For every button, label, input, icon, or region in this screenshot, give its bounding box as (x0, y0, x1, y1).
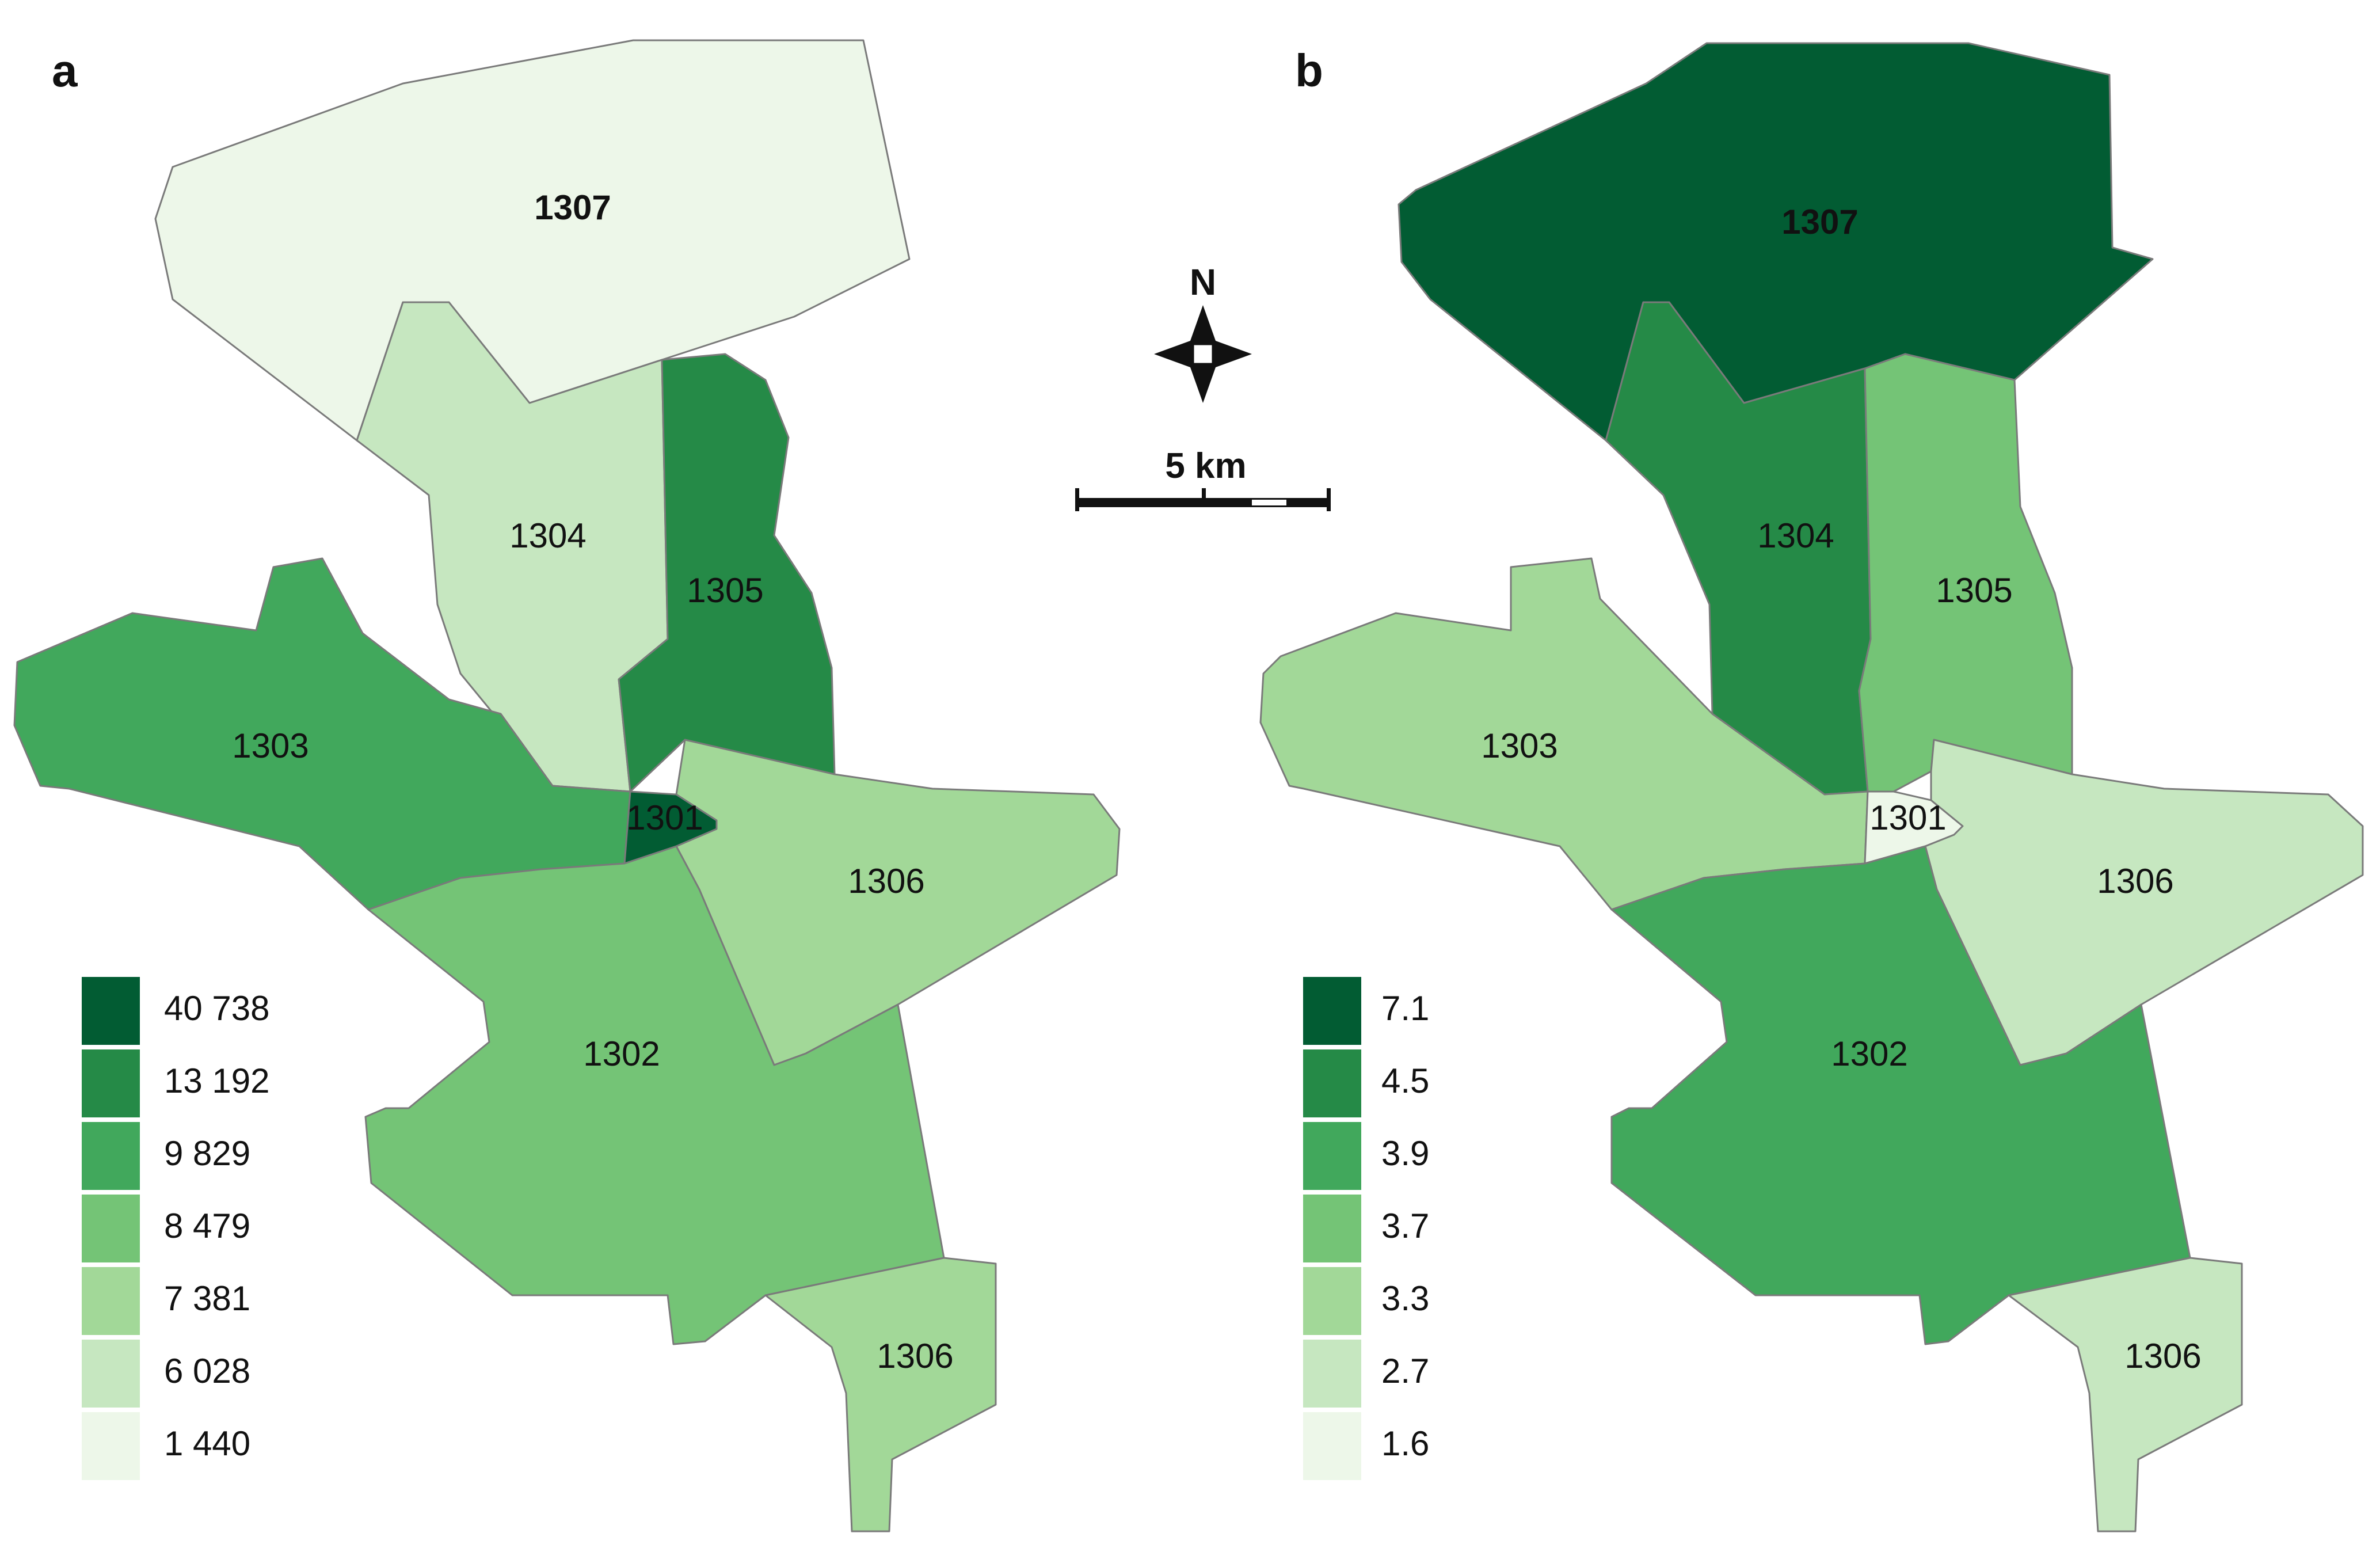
region-label-1301: 1301 (1869, 798, 1946, 837)
legend-label-a-1: 13 192 (164, 1062, 270, 1100)
map-panel-a: a 1307 1304 1305 1303 1301 1306 1302 130… (13, 39, 1121, 1532)
legend-label-a-2: 9 829 (164, 1134, 250, 1173)
region-label-1304: 1304 (1757, 516, 1834, 555)
region-label-1301: 1301 (626, 798, 703, 837)
legend-a: 40 738 13 192 9 829 8 479 7 381 6 028 1 … (79, 975, 270, 1482)
scale-bar-label: 5 km (1165, 446, 1246, 486)
region-1307[interactable] (1397, 42, 2154, 442)
legend-label-b-6: 1.6 (1381, 1424, 1429, 1463)
region-label-1305: 1305 (1936, 571, 2012, 610)
compass-center (1192, 343, 1214, 365)
legend-swatch-a-2 (79, 1120, 142, 1192)
region-1306b[interactable] (764, 1257, 997, 1532)
legend-label-a-3: 8 479 (164, 1207, 250, 1245)
region-label-1302: 1302 (583, 1034, 660, 1073)
scale-tick-0 (1075, 488, 1079, 511)
legend-swatch-b-5 (1301, 1337, 1364, 1410)
region-label-1303: 1303 (1481, 727, 1558, 765)
legend-label-b-0: 7.1 (1381, 989, 1429, 1028)
region-1302[interactable] (364, 845, 945, 1345)
legend-swatch-a-1 (79, 1047, 142, 1120)
region-1307[interactable] (154, 39, 911, 442)
scale-bar-segment-white (1252, 500, 1286, 505)
legend-swatch-a-6 (79, 1410, 142, 1482)
scale-tick-2 (1327, 488, 1331, 511)
region-label-1306b: 1306 (877, 1337, 953, 1375)
legend-swatch-b-6 (1301, 1410, 1364, 1482)
legend-label-b-3: 3.7 (1381, 1207, 1429, 1245)
region-1303[interactable] (1259, 557, 1869, 911)
legend-swatch-a-5 (79, 1337, 142, 1410)
legend-label-b-2: 3.9 (1381, 1134, 1429, 1173)
region-label-1306: 1306 (2097, 862, 2173, 900)
region-1305[interactable] (618, 353, 836, 793)
legend-swatch-b-3 (1301, 1192, 1364, 1265)
region-1302[interactable] (1610, 845, 2191, 1345)
region-label-1305: 1305 (687, 571, 763, 610)
legend-label-a-0: 40 738 (164, 989, 270, 1028)
region-label-1307: 1307 (1781, 203, 1858, 241)
legend-label-b-5: 2.7 (1381, 1352, 1429, 1390)
scale-tick-1 (1202, 488, 1206, 501)
legend-b: 7.1 4.5 3.9 3.7 3.3 2.7 1.6 (1301, 975, 1429, 1482)
legend-swatch-a-4 (79, 1265, 142, 1337)
map-panel-b: b 1307 1304 1305 1303 1301 1306 1302 130… (1259, 42, 2364, 1532)
legend-label-b-1: 4.5 (1381, 1062, 1429, 1100)
legend-swatch-b-0 (1301, 975, 1364, 1047)
legend-swatch-a-0 (79, 975, 142, 1047)
region-label-1307: 1307 (534, 188, 611, 227)
region-label-1302: 1302 (1831, 1034, 1907, 1073)
region-label-1303: 1303 (232, 727, 309, 765)
panel-letter-b: b (1295, 45, 1323, 96)
legend-swatch-b-2 (1301, 1120, 1364, 1192)
legend-label-a-5: 6 028 (164, 1352, 250, 1390)
legend-label-b-4: 3.3 (1381, 1279, 1429, 1318)
legend-label-a-4: 7 381 (164, 1279, 250, 1318)
region-label-1306: 1306 (848, 862, 924, 900)
legend-swatch-b-1 (1301, 1047, 1364, 1120)
region-1306b[interactable] (2008, 1257, 2243, 1532)
legend-label-a-6: 1 440 (164, 1424, 250, 1463)
north-label: N (1190, 261, 1216, 303)
legend-swatch-a-3 (79, 1192, 142, 1265)
north-arrow: N (1154, 261, 1252, 403)
region-label-1304: 1304 (509, 516, 586, 555)
scale-bar: 5 km (1075, 446, 1331, 511)
panel-letter-a: a (52, 45, 78, 96)
region-label-1306b: 1306 (2124, 1337, 2201, 1375)
legend-swatch-b-4 (1301, 1265, 1364, 1337)
